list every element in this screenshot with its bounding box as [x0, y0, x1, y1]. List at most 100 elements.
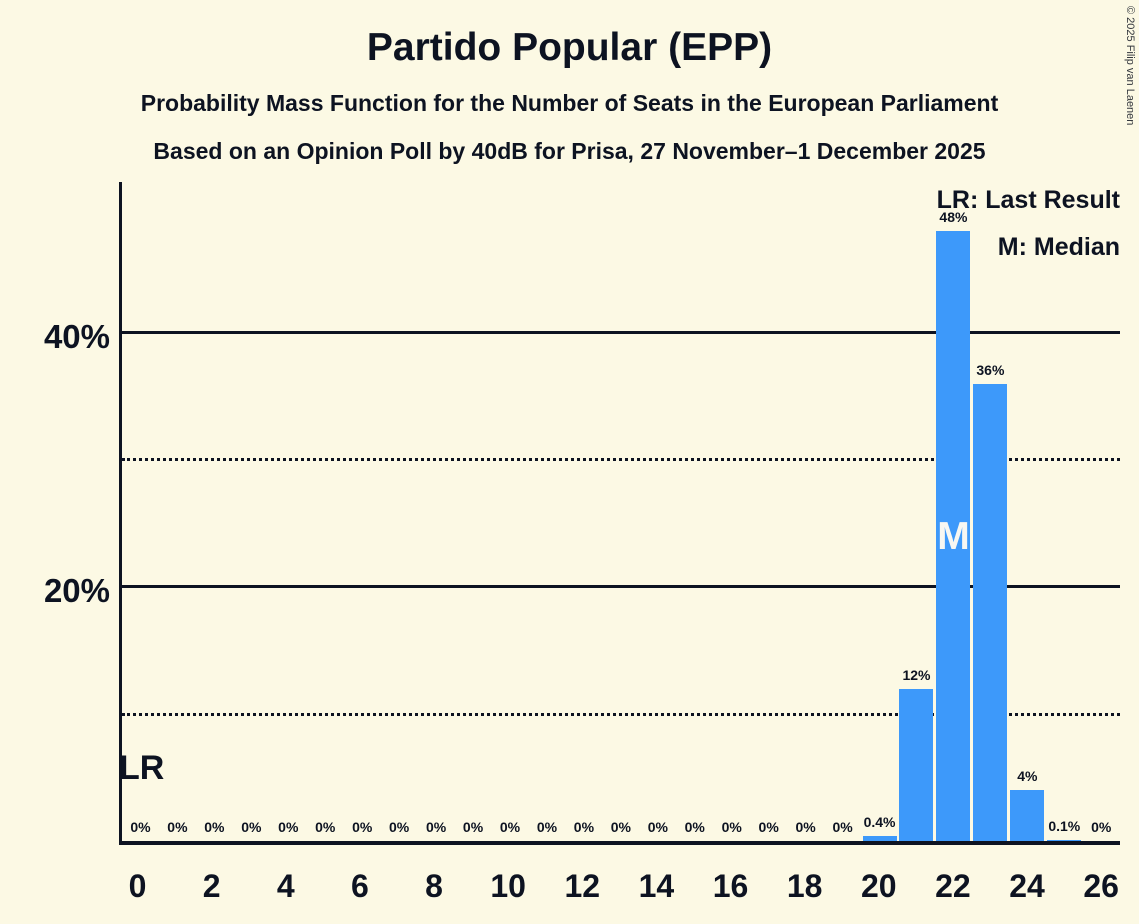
bar-value-label-seat-15: 0% [684, 819, 705, 835]
bar-series: 0% 0% 0% 0% 0% 0% 0% 0% 0% 0% 0% 0% 0% 0% 0% 0% 0% 0% 0% 0%… [122, 182, 1120, 841]
x-axis-label-12: 12 [564, 868, 601, 904]
seat-slot-14: 0% [639, 182, 676, 841]
x-axis-label-16: 16 [712, 868, 749, 904]
bar-value-label-seat-14: 0% [647, 819, 668, 835]
bar-value-label-seat-11: 0% [536, 819, 558, 835]
bar-value-label-seat-18: 0% [795, 819, 816, 835]
x-axis-spacer-5 [304, 866, 341, 906]
seat-slot-18: 0% [787, 182, 824, 841]
bar-value-label-seat-0: 0% [130, 819, 151, 835]
seat-slot-22: 48% M [935, 182, 972, 841]
seat-slot-3: 0% [233, 182, 270, 841]
x-axis-spacer-25 [1046, 866, 1083, 906]
last-result-marker: LR [119, 749, 165, 787]
bar-value-label-seat-17: 0% [758, 819, 779, 835]
x-axis-spacer-9 [453, 866, 490, 906]
seat-slot-5: 0% [307, 182, 344, 841]
bar-value-label-seat-24: 4% [1017, 768, 1038, 785]
x-axis-label-14: 14 [638, 868, 675, 904]
x-axis-label-26: 26 [1083, 868, 1119, 904]
x-axis-spacer-1 [156, 866, 193, 906]
x-axis-label-22: 22 [935, 868, 971, 904]
bar-value-label-seat-2: 0% [204, 819, 225, 835]
seat-slot-19: 0% [824, 182, 861, 841]
seat-slot-11: 0% [528, 182, 565, 841]
seat-slot-16: 0% [713, 182, 750, 841]
seat-slot-20: 0.4% [861, 182, 898, 841]
bar-value-label-seat-20: 0.4% [863, 813, 896, 830]
bar-value-label-seat-5: 0% [315, 819, 336, 835]
x-axis-spacer-13 [601, 866, 638, 906]
bar-seat-25 [1047, 839, 1082, 841]
bar-value-label-seat-10: 0% [499, 819, 521, 835]
x-axis-spacer-11 [527, 866, 564, 906]
x-axis-label-8: 8 [425, 868, 443, 904]
y-axis-label-20pct: 20% [43, 571, 110, 609]
x-axis-spacer-7 [378, 866, 415, 906]
x-axis-label-2: 2 [202, 868, 221, 904]
bar-value-label-seat-7: 0% [389, 819, 410, 835]
x-axis-spacer-3 [230, 866, 267, 906]
seat-slot-21: 12% [898, 182, 935, 841]
bar-value-label-seat-23: 36% [976, 361, 1005, 378]
y-axis-label-40pct: 40% [43, 317, 110, 355]
chart-title: Partido Popular (EPP) [366, 26, 773, 69]
seat-slot-4: 0% [270, 182, 307, 841]
x-axis-label-20: 20 [860, 868, 897, 904]
median-marker: M [937, 515, 970, 559]
bar-value-label-seat-26: 0% [1091, 819, 1112, 835]
x-axis-labels: 0 2 4 6 8 10 12 14 16 18 20 22 24 26 [119, 866, 1120, 906]
seat-slot-26: 0% [1083, 182, 1120, 841]
x-axis-label-18: 18 [786, 868, 823, 904]
bar-value-label-seat-12: 0% [573, 819, 595, 835]
x-axis-spacer-17 [749, 866, 786, 906]
bar-seat-20 [862, 835, 897, 841]
seat-slot-0: 0% [122, 182, 159, 841]
seat-slot-6: 0% [344, 182, 381, 841]
bar-value-label-seat-8: 0% [425, 819, 447, 835]
gridline-20pct [122, 585, 1120, 589]
plot-area: 0% 0% 0% 0% 0% 0% 0% 0% 0% 0% 0% 0% 0% 0% 0% 0% 0% 0% 0% 0%… [119, 182, 1120, 845]
seat-slot-13: 0% [602, 182, 639, 841]
x-axis-spacer-23 [971, 866, 1008, 906]
seat-slot-1: 0% [159, 182, 196, 841]
bar-seat-24 [1010, 790, 1045, 841]
x-axis-label-0: 0 [128, 868, 147, 904]
x-axis-spacer-19 [823, 866, 860, 906]
seat-slot-17: 0% [750, 182, 787, 841]
seat-slot-7: 0% [381, 182, 418, 841]
x-axis-label-4: 4 [276, 868, 295, 904]
seat-slot-15: 0% [676, 182, 713, 841]
bar-value-label-seat-16: 0% [721, 819, 742, 835]
legend-last-result: LR: Last Result [936, 186, 1120, 214]
bar-value-label-seat-19: 0% [832, 819, 853, 835]
seat-slot-8: 0% [418, 182, 455, 841]
seat-slot-9: 0% [455, 182, 492, 841]
bar-value-label-seat-3: 0% [241, 819, 262, 835]
seat-slot-23: 36% [972, 182, 1009, 841]
bar-value-label-seat-4: 0% [278, 819, 299, 835]
gridline-40pct [122, 331, 1120, 335]
x-axis-label-10: 10 [490, 868, 526, 904]
bar-value-label-seat-1: 0% [167, 819, 188, 835]
seat-slot-25: 0.1% [1046, 182, 1083, 841]
bar-seat-21 [899, 688, 934, 841]
x-axis-spacer-21 [897, 866, 934, 906]
bar-value-label-seat-25: 0.1% [1048, 817, 1081, 834]
x-axis-label-6: 6 [351, 868, 369, 904]
gridline-10pct [122, 712, 1120, 716]
bar-seat-22 [936, 231, 971, 841]
seat-slot-12: 0% [565, 182, 602, 841]
bar-seat-23 [973, 383, 1008, 841]
bar-value-label-seat-21: 12% [902, 666, 931, 683]
x-axis-label-24: 24 [1009, 868, 1045, 904]
gridline-30pct [122, 458, 1120, 462]
legend-median: M: Median [997, 233, 1120, 261]
bar-value-label-seat-6: 0% [352, 819, 373, 835]
chart-subtitle-pmf: Probability Mass Function for the Number… [140, 90, 999, 116]
seat-slot-2: 0% [196, 182, 233, 841]
bar-value-label-seat-13: 0% [610, 819, 631, 835]
copyright-note: © 2025 Filip van Laenen [1124, 6, 1136, 126]
bar-value-label-seat-22: 48% [939, 209, 968, 226]
